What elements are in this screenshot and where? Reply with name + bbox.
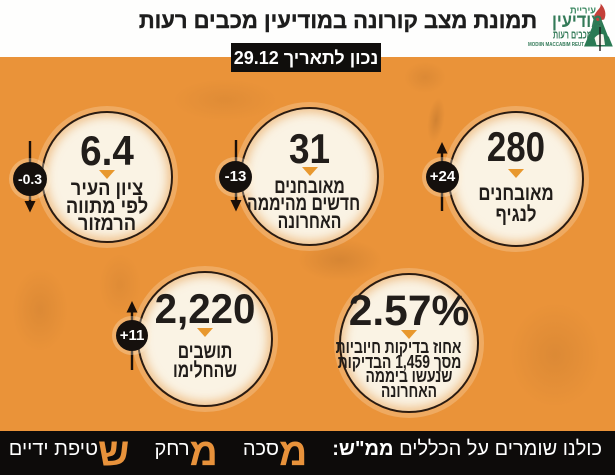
svg-text:עיריית: עיריית: [570, 6, 596, 17]
svg-text:MODIIN MACCABIM REUT: MODIIN MACCABIM REUT: [528, 42, 585, 48]
svg-text:מודיעין: מודיעין: [552, 11, 603, 32]
svg-text:מכבים רעות: מכבים רעות: [553, 30, 592, 42]
